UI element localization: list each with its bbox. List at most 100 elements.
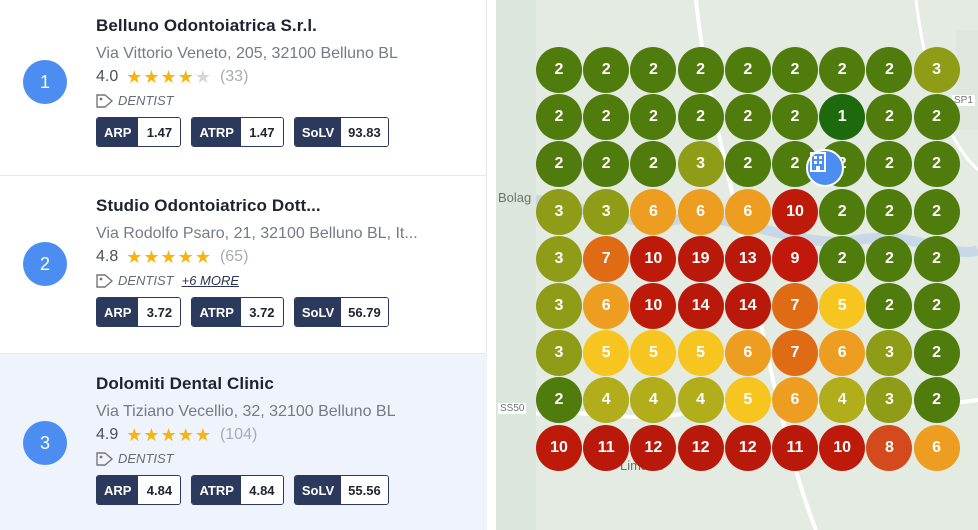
grid-rank-point[interactable]: 12 [677,424,724,471]
result-card[interactable]: 2 Studio Odontoiatrico Dott... Via Rodol… [0,176,487,354]
rank-grid-map[interactable]: Bolag SS50 SP1 Limana 222222223222222122… [496,0,978,530]
map-label-ss50: SS50 [498,403,527,414]
grid-rank-point[interactable]: 14 [724,283,771,329]
grid-rank-point[interactable]: 3 [866,377,913,424]
metric-value: 3.72 [138,298,181,326]
grid-rank-point[interactable]: 19 [677,235,724,282]
grid-rank-point[interactable]: 2 [630,47,677,93]
grid-rank-point[interactable]: 6 [819,330,866,377]
grid-rank-point[interactable]: 7 [772,330,818,377]
business-name[interactable]: Dolomiti Dental Clinic [96,374,274,393]
grid-rank-point[interactable]: 3 [583,188,630,235]
grid-rank-point[interactable]: 2 [724,47,771,93]
star-rating: ★ ★ ★ ★ ★ [126,248,212,266]
business-name[interactable]: Belluno Odontoiatrica S.r.l. [96,16,317,35]
grid-rank-point[interactable]: 3 [536,188,582,235]
grid-rank-point[interactable]: 2 [677,47,724,93]
grid-rank-point[interactable]: 5 [583,330,630,377]
grid-rank-point[interactable]: 2 [724,94,771,141]
tag-icon [96,451,114,466]
grid-rank-point[interactable]: 6 [724,330,771,377]
grid-rank-point[interactable]: 2 [724,141,771,188]
grid-rank-point[interactable]: 12 [630,424,677,471]
grid-rank-point[interactable]: 5 [630,330,677,377]
grid-rank-point[interactable]: 13 [724,235,771,282]
grid-rank-point[interactable]: 3 [677,141,724,188]
grid-rank-point[interactable]: 4 [583,377,630,424]
grid-rank-point[interactable]: 2 [866,94,913,141]
grid-rank-point[interactable]: 11 [772,424,818,471]
grid-rank-point[interactable]: 12 [724,424,771,471]
grid-rank-point[interactable]: 3 [866,330,913,377]
grid-rank-point[interactable]: 2 [913,94,960,141]
result-card[interactable]: 1 Belluno Odontoiatrica S.r.l. Via Vitto… [0,0,487,176]
grid-rank-point[interactable]: 14 [677,283,724,329]
grid-rank-point[interactable]: 2 [866,47,913,93]
grid-rank-point[interactable]: 3 [536,330,582,377]
grid-rank-point[interactable]: 2 [819,47,866,93]
result-card[interactable]: 3 Dolomiti Dental Clinic Via Tiziano Vec… [0,354,487,530]
grid-rank-point[interactable]: 2 [677,94,724,141]
metric-label: SoLV [294,476,342,504]
grid-rank-point[interactable]: 5 [819,283,866,329]
grid-rank-point[interactable]: 2 [819,188,866,235]
metric-value: 4.84 [240,476,283,504]
grid-rank-point[interactable]: 10 [630,283,677,329]
grid-rank-point[interactable]: 2 [913,235,960,282]
grid-rank-point[interactable]: 2 [866,141,913,188]
grid-rank-point[interactable]: 10 [630,235,677,282]
grid-rank-point[interactable]: 2 [913,377,960,424]
metric-atrp: ATRP 3.72 [191,297,284,327]
grid-rank-point[interactable]: 6 [630,188,677,235]
grid-rank-point[interactable]: 2 [772,94,818,141]
grid-rank-point[interactable]: 2 [913,141,960,188]
grid-rank-point[interactable]: 6 [677,188,724,235]
grid-rank-point[interactable]: 4 [819,377,866,424]
grid-rank-point[interactable]: 10 [536,424,582,471]
grid-rank-point[interactable]: 4 [677,377,724,424]
grid-rank-point[interactable]: 2 [536,94,582,141]
grid-rank-point[interactable]: 10 [819,424,866,471]
grid-rank-point[interactable]: 2 [913,330,960,377]
grid-rank-point[interactable]: 2 [583,47,630,93]
grid-rank-point[interactable]: 2 [866,235,913,282]
grid-rank-point[interactable]: 6 [583,283,630,329]
grid-rank-point[interactable]: 2 [866,283,913,329]
grid-rank-point[interactable]: 4 [630,377,677,424]
grid-rank-point[interactable]: 2 [630,141,677,188]
grid-rank-point[interactable]: 2 [536,377,582,424]
grid-rank-point[interactable]: 2 [583,141,630,188]
grid-rank-point[interactable]: 3 [536,235,582,282]
grid-rank-point[interactable]: 8 [866,424,913,471]
business-location-pin[interactable] [806,149,844,187]
grid-rank-point[interactable]: 2 [536,47,582,93]
grid-rank-point[interactable]: 2 [913,188,960,235]
grid-rank-point[interactable]: 2 [772,47,818,93]
grid-rank-point[interactable]: 9 [772,235,818,282]
star-icon: ★ [194,425,211,445]
grid-rank-point[interactable]: 6 [913,424,960,471]
business-name[interactable]: Studio Odontoiatrico Dott... [96,196,321,215]
business-address: Via Tiziano Vecellio, 32, 32100 Belluno … [96,403,396,420]
grid-rank-point[interactable]: 11 [583,424,630,471]
grid-rank-point[interactable]: 2 [913,283,960,329]
grid-rank-point[interactable]: 3 [913,47,960,93]
more-categories-link[interactable]: +6 MORE [181,273,240,288]
grid-rank-point[interactable]: 6 [772,377,818,424]
grid-rank-point[interactable]: 3 [536,283,582,329]
category-label: DENTIST [118,273,174,288]
result-info: Belluno Odontoiatrica S.r.l. Via Vittori… [96,16,399,147]
grid-rank-point[interactable]: 2 [819,235,866,282]
grid-rank-point[interactable]: 2 [630,94,677,141]
grid-rank-point[interactable]: 2 [536,141,582,188]
grid-rank-point[interactable]: 5 [724,377,771,424]
grid-rank-point[interactable]: 6 [724,188,771,235]
grid-rank-point[interactable]: 2 [583,94,630,141]
grid-rank-point[interactable]: 2 [866,188,913,235]
grid-rank-point[interactable]: 7 [583,235,630,282]
grid-rank-point[interactable]: 10 [772,188,818,235]
category-row: DENTIST +6 MORE [96,273,418,288]
grid-rank-point[interactable]: 1 [819,94,866,141]
grid-rank-point[interactable]: 5 [677,330,724,377]
grid-rank-point[interactable]: 7 [772,283,818,329]
